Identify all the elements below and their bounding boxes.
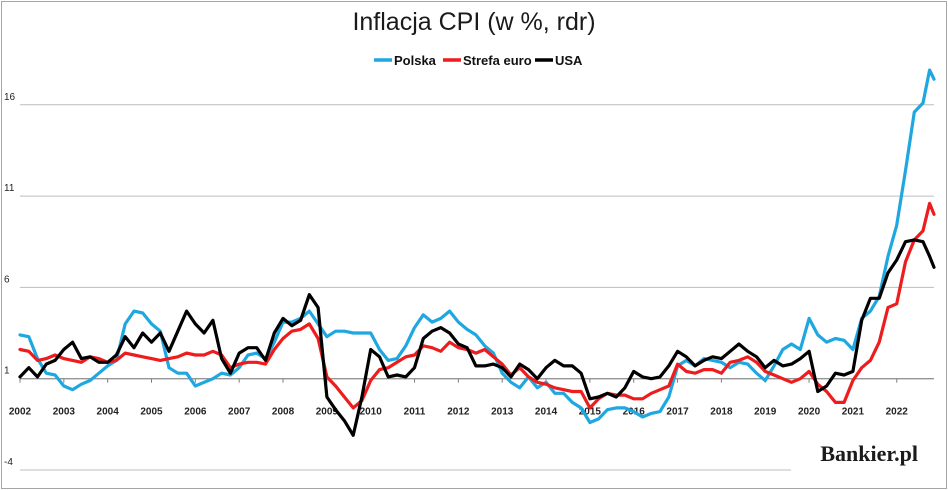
- x-tick-label: 2003: [53, 407, 76, 418]
- x-tick-label: 2014: [535, 407, 558, 418]
- x-tick-label: 2004: [97, 407, 120, 418]
- x-tick-label: 2005: [140, 407, 163, 418]
- x-tick-label: 2018: [710, 407, 733, 418]
- x-tick-label: 2009: [316, 407, 339, 418]
- y-tick-label: 11: [4, 183, 15, 194]
- x-tick-label: 2008: [272, 407, 295, 418]
- chart-title: Inflacja CPI (w %, rdr): [352, 8, 595, 36]
- x-tick-label: 2020: [798, 407, 821, 418]
- bankier-logo: Bankier.pl: [820, 441, 918, 466]
- series-line-2: [18, 201, 936, 410]
- x-tick-label: 2022: [886, 407, 909, 418]
- x-tick-label: 2007: [228, 407, 251, 418]
- x-tick-label: 2015: [579, 407, 602, 418]
- series-lines: [18, 68, 936, 437]
- x-tick-label: 2006: [184, 407, 207, 418]
- legend-label: Polska: [394, 53, 437, 68]
- legend-label: Strefa euro: [463, 53, 532, 68]
- legend-label: USA: [555, 53, 583, 68]
- y-tick-label: 6: [4, 274, 10, 285]
- x-tick-label: 2012: [447, 407, 470, 418]
- x-tick-label: 2019: [754, 407, 777, 418]
- series-line-1: [18, 68, 936, 425]
- x-axis: 2002 2003 2004 2005 2006 2007 2008 2009 2010 2011…: [9, 378, 934, 418]
- x-tick-label: 2017: [666, 407, 689, 418]
- x-tick-label: 2010: [360, 407, 383, 418]
- x-tick-label: 2013: [491, 407, 514, 418]
- legend: Polska Strefa euro USA: [374, 53, 583, 68]
- y-tick-label: -4: [4, 457, 13, 468]
- x-tick-label: 2011: [404, 407, 426, 418]
- x-tick-label: 2021: [842, 407, 865, 418]
- y-tick-label: 1: [4, 366, 10, 377]
- series-line-3: [18, 238, 936, 437]
- x-tick-label: 2002: [9, 407, 32, 418]
- y-tick-label: 16: [4, 92, 16, 103]
